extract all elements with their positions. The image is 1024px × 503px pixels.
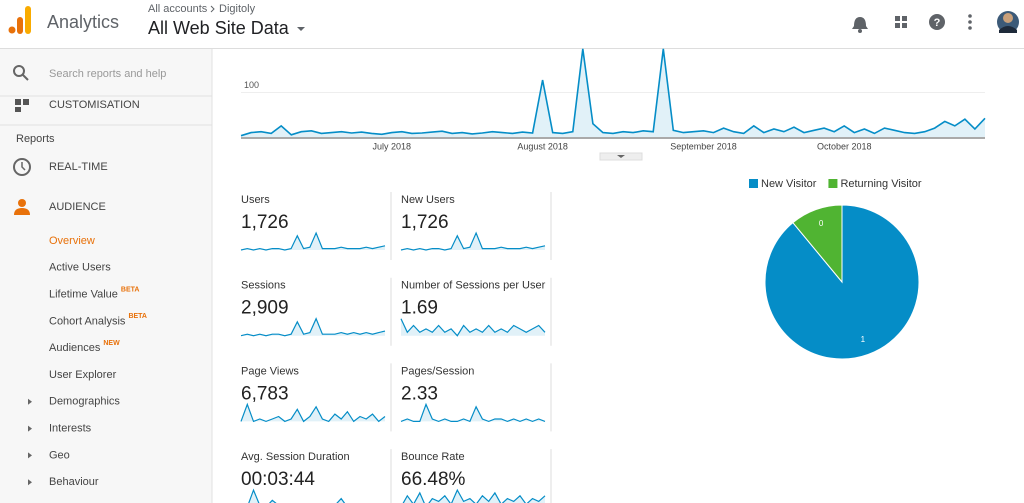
nav-item[interactable]: Lifetime Value	[49, 289, 118, 301]
nav-item[interactable]: Geo	[49, 449, 70, 461]
breadcrumb-arrow	[210, 5, 215, 13]
sparkline	[248, 488, 346, 503]
expand-icon[interactable]	[28, 398, 32, 405]
breadcrumb[interactable]: All accounts	[148, 3, 208, 15]
x-tick-label: October 2018	[817, 141, 872, 151]
metric-value: 1,726	[241, 212, 289, 233]
handle-icon	[617, 155, 625, 158]
metric-value: 1,726	[401, 212, 449, 233]
sparkline	[402, 488, 546, 503]
metric-value: 00:03:44	[241, 469, 315, 490]
view-selector[interactable]: All Web Site Data	[148, 18, 290, 38]
logo	[8, 6, 31, 34]
more-icon[interactable]	[968, 14, 972, 30]
nav-item[interactable]: Demographics	[49, 396, 120, 408]
nav-badge: BETA	[121, 286, 140, 293]
nav-item[interactable]: Audiences	[49, 342, 101, 354]
nav-section[interactable]: REAL-TIME	[49, 161, 108, 173]
legend-label[interactable]: Returning Visitor	[840, 178, 921, 190]
search-icon[interactable]	[13, 65, 29, 81]
nav-badge: BETA	[128, 313, 147, 320]
nav-item[interactable]: User Explorer	[49, 369, 117, 381]
svg-text:?: ?	[934, 17, 941, 29]
sparkline-area	[241, 404, 385, 422]
app-name: Analytics	[47, 12, 119, 32]
nav-section[interactable]: AUDIENCE	[49, 201, 106, 213]
legend-label[interactable]: New Visitor	[761, 178, 817, 190]
sparkline	[240, 231, 386, 251]
nav-badge: NEW	[103, 340, 120, 347]
slice-label: 0	[819, 219, 824, 228]
avatar[interactable]	[997, 11, 1019, 33]
metric-label[interactable]: Users	[241, 194, 270, 206]
realtime-icon	[13, 158, 31, 176]
sparkline-area	[248, 490, 345, 503]
dropdown-icon[interactable]	[297, 27, 305, 31]
metric-value: 66.48%	[401, 469, 466, 490]
sparkline-area	[401, 318, 545, 336]
help-icon[interactable]: ?	[929, 14, 945, 30]
sparkline	[400, 318, 546, 337]
sparkline	[240, 402, 386, 423]
metric-label[interactable]: Avg. Session Duration	[241, 451, 350, 463]
metric-label[interactable]: Bounce Rate	[401, 451, 465, 463]
nav-item[interactable]: Behaviour	[49, 476, 99, 488]
audience-icon	[14, 199, 30, 215]
sparkline	[240, 317, 386, 337]
nav-item[interactable]: Interests	[49, 423, 92, 435]
metric-value: 1.69	[401, 298, 438, 319]
notifications-icon[interactable]	[852, 17, 868, 33]
legend-swatch	[749, 179, 758, 188]
metric-label[interactable]: Pages/Session	[401, 365, 474, 377]
nav-item[interactable]: Cohort Analysis	[49, 315, 126, 327]
expand-icon[interactable]	[28, 452, 32, 459]
slice-label: 1	[861, 335, 866, 344]
line	[240, 48, 986, 137]
metric-value: 2.33	[401, 383, 438, 404]
customisation-icon	[15, 99, 29, 112]
metric-label[interactable]: New Users	[401, 194, 455, 206]
nav-section[interactable]: CUSTOMISATION	[49, 99, 140, 111]
x-tick-label: August 2018	[517, 141, 568, 151]
sidebar	[0, 48, 212, 503]
legend-swatch	[828, 179, 838, 188]
x-tick-label: July 2018	[373, 141, 412, 151]
x-tick-label: September 2018	[670, 141, 737, 151]
sparkline-area	[401, 404, 545, 422]
metric-value: 6,783	[241, 383, 289, 404]
metric-label[interactable]: Number of Sessions per User	[401, 280, 546, 292]
sparkline	[400, 402, 546, 423]
nav-item[interactable]: Overview	[49, 235, 95, 247]
pie-slice	[792, 204, 843, 284]
y-tick-label: 100	[244, 80, 259, 90]
expand-icon[interactable]	[28, 479, 32, 486]
metric-label[interactable]: Sessions	[241, 280, 286, 292]
expand-icon[interactable]	[28, 425, 32, 432]
sparkline-area	[241, 318, 385, 336]
sparkline	[400, 231, 546, 251]
apps-icon[interactable]	[895, 16, 907, 28]
metric-label[interactable]: Page Views	[241, 365, 299, 377]
metric-value: 2,909	[241, 298, 289, 319]
header	[0, 0, 1024, 48]
nav-heading: Reports	[16, 133, 55, 145]
breadcrumb[interactable]: Digitoly	[219, 3, 256, 15]
search-input[interactable]: Search reports and help	[49, 68, 166, 80]
nav-item[interactable]: Active Users	[49, 262, 111, 274]
